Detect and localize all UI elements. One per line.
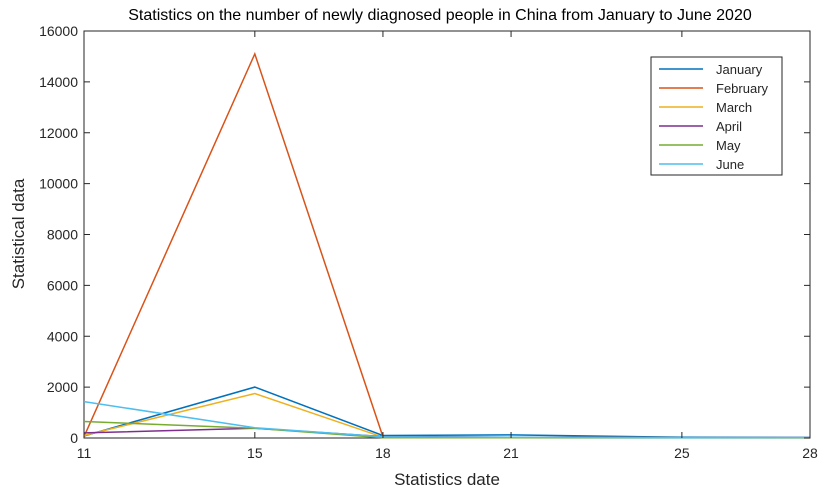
- chart-title: Statistics on the number of newly diagno…: [128, 7, 752, 24]
- series-line-june: [83, 400, 811, 439]
- legend-box: [650, 56, 783, 176]
- legend-label-may: May: [716, 138, 741, 153]
- x-tick-label: 18: [375, 445, 391, 461]
- series-layer: [83, 51, 811, 439]
- x-axis-title: Statistics date: [394, 470, 500, 489]
- x-tick-label: 11: [77, 445, 92, 461]
- x-tick-label: 21: [503, 445, 519, 461]
- y-axis-title: Statistical data: [9, 178, 28, 289]
- x-tick-label: 15: [247, 445, 263, 461]
- y-tick-label: 14000: [39, 74, 78, 90]
- legend-label-march: March: [716, 100, 752, 115]
- y-tick-label: 6000: [47, 277, 78, 293]
- y-tick-label: 0: [70, 430, 78, 446]
- legend-label-june: June: [716, 157, 744, 172]
- y-tick-label: 10000: [39, 176, 78, 192]
- x-tick-label: 28: [802, 445, 818, 461]
- y-tick-label: 16000: [39, 23, 78, 39]
- legend-label-february: February: [716, 81, 769, 96]
- y-tick-label: 4000: [47, 328, 78, 344]
- legend-label-april: April: [716, 119, 742, 134]
- x-tick-label: 25: [674, 445, 690, 461]
- y-tick-label: 8000: [47, 227, 78, 243]
- y-tick-label: 2000: [47, 379, 78, 395]
- y-tick-label: 12000: [39, 125, 78, 141]
- legend-label-january: January: [716, 62, 763, 77]
- x-axis-ticks: 11 15 18 21 25 28: [77, 31, 818, 461]
- y-axis-ticks: 0 2000 4000 6000 8000 10000 12000 14000 16000: [39, 23, 810, 446]
- legend: January February March April May June: [650, 56, 783, 176]
- legend-items: January February March April May June: [659, 62, 769, 172]
